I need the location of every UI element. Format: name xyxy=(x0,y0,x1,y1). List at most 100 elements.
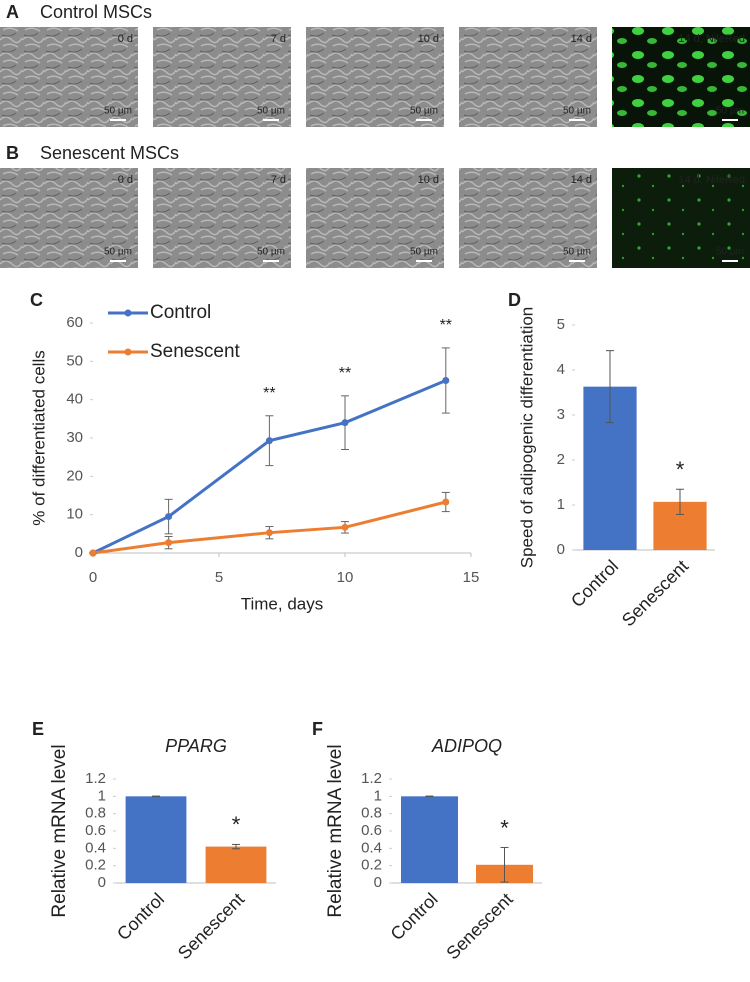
image-label: 10 d xyxy=(418,174,439,186)
legend-label: Senescent xyxy=(150,341,241,362)
y-tick-label: 30 xyxy=(66,429,83,446)
y-tick-label: 0 xyxy=(374,874,382,891)
y-tick-label: 0 xyxy=(557,541,565,558)
y-tick-label: 20 xyxy=(66,467,83,484)
row-title: Control MSCs xyxy=(40,2,152,22)
y-axis-label: % of differentiated cells xyxy=(29,350,48,525)
legend-marker xyxy=(124,348,132,356)
y-tick-label: 5 xyxy=(557,316,565,333)
panel-letter: B xyxy=(6,143,19,163)
micrograph xyxy=(306,27,444,127)
image-label: 7 d xyxy=(271,174,286,186)
micrograph xyxy=(153,27,291,127)
x-tick-label: Control xyxy=(387,889,442,944)
micrograph xyxy=(459,168,597,268)
y-tick-label: 1.2 xyxy=(361,770,382,787)
y-tick-label: 0.4 xyxy=(85,839,106,856)
image-label: 10 d xyxy=(418,33,439,45)
y-tick-label: 0 xyxy=(98,874,106,891)
y-tick-label: 3 xyxy=(557,406,565,423)
y-tick-label: 0.8 xyxy=(85,805,106,822)
significance: ** xyxy=(263,385,275,402)
scale-label: 50 µm xyxy=(104,106,132,117)
x-axis-label: Time, days xyxy=(241,594,324,613)
marker xyxy=(442,498,450,506)
x-tick-label: Control xyxy=(113,889,168,944)
panel-letter: A xyxy=(6,2,19,22)
x-tick-label: Control xyxy=(567,556,622,611)
y-tick-label: 0.6 xyxy=(361,822,382,839)
marker xyxy=(89,549,97,557)
bar xyxy=(205,846,267,883)
micrograph xyxy=(459,27,597,127)
y-tick-label: 0.2 xyxy=(85,857,106,874)
micrograph xyxy=(0,168,138,268)
image-label: 14 d xyxy=(571,33,592,45)
panel-letter: C xyxy=(30,290,43,310)
y-tick-label: 2 xyxy=(557,451,565,468)
significance: ** xyxy=(339,365,351,382)
y-axis-label: Speed of adipogenic differentiation xyxy=(517,307,536,569)
scale-label: 50 µm xyxy=(257,106,285,117)
panel-letter: E xyxy=(32,719,44,739)
bar xyxy=(401,796,458,883)
significance: * xyxy=(232,812,241,837)
marker xyxy=(165,513,173,521)
y-tick-label: 0 xyxy=(75,544,83,561)
x-tick-label: 10 xyxy=(337,569,354,586)
y-tick-label: 1.2 xyxy=(85,770,106,787)
row-title: Senescent MSCs xyxy=(40,143,179,163)
panel-letter: F xyxy=(312,719,323,739)
legend-label: Control xyxy=(150,302,211,323)
scale-label: 50 µm xyxy=(563,106,591,117)
marker xyxy=(341,523,349,531)
scale-label: 50 µm xyxy=(563,247,591,258)
image-label: 14 d xyxy=(571,174,592,186)
y-tick-label: 1 xyxy=(557,496,565,513)
scale-label: 50 µm xyxy=(410,247,438,258)
x-tick-label: Senescent xyxy=(442,889,516,963)
y-tick-label: 40 xyxy=(66,391,83,408)
panel-letter: D xyxy=(508,290,521,310)
scale-label: 50 µm xyxy=(410,106,438,117)
x-tick-label: 15 xyxy=(463,569,480,586)
y-tick-label: 1 xyxy=(374,787,382,804)
x-tick-label: Senescent xyxy=(174,889,248,963)
y-axis-label: Relative mRNA level xyxy=(49,744,70,917)
x-tick-label: 0 xyxy=(89,569,97,586)
y-tick-label: 4 xyxy=(557,361,565,378)
y-tick-label: 50 xyxy=(66,352,83,369)
scale-label: 50 µm xyxy=(716,106,744,117)
marker xyxy=(265,437,273,445)
x-tick-label: Senescent xyxy=(618,556,692,630)
micrograph xyxy=(153,168,291,268)
micrograph xyxy=(612,168,750,268)
micrograph xyxy=(0,27,138,127)
marker xyxy=(265,529,273,537)
marker xyxy=(341,419,349,427)
scale-label: 50 µm xyxy=(104,247,132,258)
y-axis-label: Relative mRNA level xyxy=(325,744,346,917)
y-tick-label: 0.4 xyxy=(361,839,382,856)
significance: * xyxy=(500,815,509,840)
y-tick-label: 0.6 xyxy=(85,822,106,839)
y-tick-label: 60 xyxy=(66,314,83,331)
image-label: 14 d, NileRed xyxy=(678,174,745,186)
image-label: 0 d xyxy=(118,174,133,186)
x-tick-label: 5 xyxy=(215,569,223,586)
y-tick-label: 0.2 xyxy=(361,857,382,874)
image-label: 0 d xyxy=(118,33,133,45)
chart-title: PPARG xyxy=(165,736,227,756)
y-tick-label: 1 xyxy=(98,787,106,804)
y-tick-label: 0.8 xyxy=(361,805,382,822)
chart-title: ADIPOQ xyxy=(431,736,502,756)
marker xyxy=(165,539,173,547)
scale-label: 50 µm xyxy=(716,247,744,258)
marker xyxy=(442,377,450,384)
image-label: 14 d, NileRed xyxy=(678,33,745,45)
legend-marker xyxy=(124,309,132,317)
y-tick-label: 10 xyxy=(66,506,83,523)
micrograph xyxy=(612,27,750,127)
significance: * xyxy=(676,457,685,482)
